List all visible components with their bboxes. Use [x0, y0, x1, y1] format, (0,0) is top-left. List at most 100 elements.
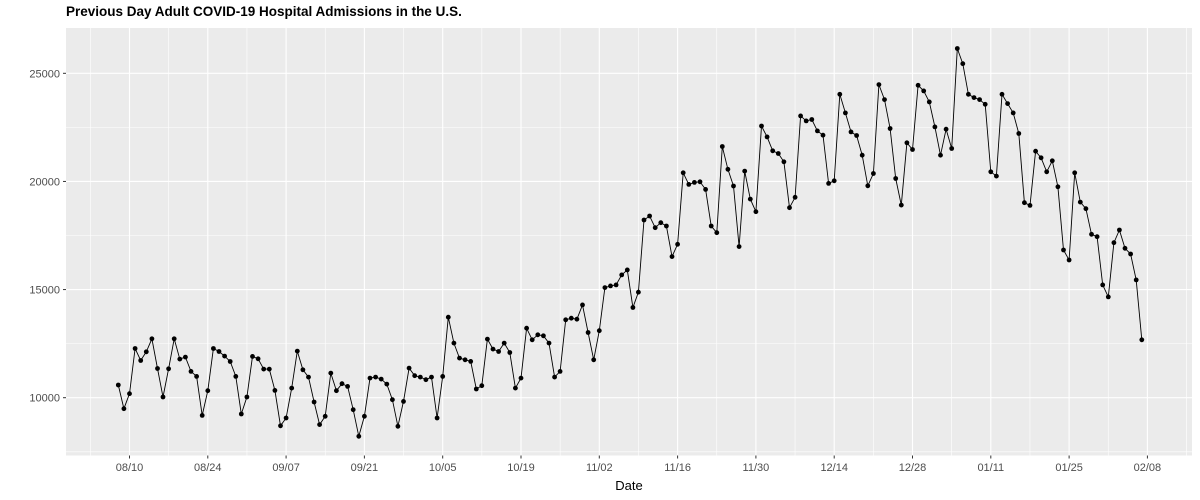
data-point — [1111, 240, 1117, 246]
data-point — [546, 340, 552, 346]
data-point — [809, 117, 815, 122]
data-point — [753, 209, 759, 215]
data-point — [373, 374, 378, 380]
data-point — [608, 283, 613, 289]
data-point — [384, 381, 390, 387]
data-point — [183, 354, 188, 360]
x-tick-label: 08/10 — [116, 462, 144, 474]
data-point — [898, 202, 904, 208]
data-point — [798, 113, 803, 119]
data-point — [378, 376, 384, 382]
data-point — [1049, 158, 1055, 164]
data-point — [205, 388, 211, 394]
data-point — [652, 225, 658, 231]
data-point — [283, 415, 289, 421]
data-point — [664, 223, 669, 229]
data-point — [596, 328, 602, 334]
data-point — [982, 101, 988, 107]
data-point — [255, 356, 261, 362]
data-point — [261, 366, 267, 372]
data-point — [1016, 131, 1022, 136]
data-point — [619, 272, 625, 278]
data-point — [1066, 257, 1072, 263]
data-point — [541, 333, 546, 339]
x-tick-label: 11/30 — [743, 462, 770, 474]
data-point — [1010, 110, 1016, 116]
data-point — [725, 166, 731, 172]
data-point — [647, 213, 652, 219]
data-point — [904, 140, 910, 146]
data-point — [457, 355, 462, 361]
data-point — [848, 129, 854, 135]
data-point — [954, 46, 960, 51]
data-point — [166, 366, 172, 372]
data-point — [692, 180, 697, 185]
x-tick-label: 08/24 — [194, 462, 222, 474]
data-point — [859, 152, 865, 158]
data-point — [977, 97, 982, 102]
data-point — [636, 289, 641, 295]
data-point — [826, 181, 831, 186]
data-point — [350, 407, 356, 413]
data-point — [440, 374, 446, 379]
data-point — [759, 123, 764, 129]
data-point — [831, 178, 837, 184]
data-point — [714, 230, 720, 236]
data-point — [328, 370, 334, 376]
axis-tick-marks — [63, 72, 1148, 459]
data-point — [1055, 184, 1061, 190]
data-point — [334, 388, 339, 394]
data-point — [742, 168, 748, 174]
minor-gridlines — [66, 28, 1192, 456]
x-tick-label: 01/25 — [1055, 462, 1083, 474]
x-tick-label: 11/16 — [664, 462, 691, 474]
data-point — [227, 359, 233, 364]
data-point — [1094, 234, 1100, 240]
data-point — [501, 340, 507, 346]
data-point — [518, 375, 524, 381]
data-point — [132, 346, 138, 351]
data-point — [719, 144, 725, 149]
data-point — [222, 353, 228, 359]
data-point — [529, 337, 535, 343]
data-point — [1038, 155, 1044, 161]
data-point — [507, 350, 513, 355]
data-point — [697, 179, 703, 185]
data-point — [479, 383, 485, 389]
data-point — [999, 91, 1005, 97]
data-point — [960, 61, 966, 67]
x-tick-label: 09/07 — [272, 462, 300, 474]
data-point — [1077, 199, 1083, 205]
data-point — [591, 357, 597, 363]
data-point — [127, 391, 132, 397]
data-point — [876, 82, 882, 87]
data-point — [1083, 206, 1089, 212]
data-point — [1061, 247, 1066, 253]
data-point — [1133, 277, 1139, 283]
data-point — [775, 151, 781, 156]
y-tick-label: 20000 — [29, 176, 60, 188]
data-point — [485, 336, 490, 342]
data-point — [390, 397, 395, 403]
data-point — [887, 126, 893, 131]
data-point — [624, 267, 630, 273]
data-point — [339, 381, 345, 387]
data-point — [658, 220, 664, 226]
data-point — [362, 413, 367, 419]
data-point — [211, 346, 216, 351]
data-point — [932, 124, 938, 130]
data-point — [943, 126, 949, 132]
data-point — [1044, 169, 1050, 175]
data-point — [854, 133, 859, 138]
data-point — [244, 394, 250, 400]
data-point — [580, 302, 585, 308]
x-tick-label: 10/19 — [507, 462, 535, 474]
data-point — [1117, 227, 1122, 233]
data-point — [630, 305, 636, 310]
data-point — [568, 315, 574, 321]
data-point — [820, 132, 826, 138]
data-point — [395, 423, 401, 429]
data-point — [188, 369, 194, 374]
